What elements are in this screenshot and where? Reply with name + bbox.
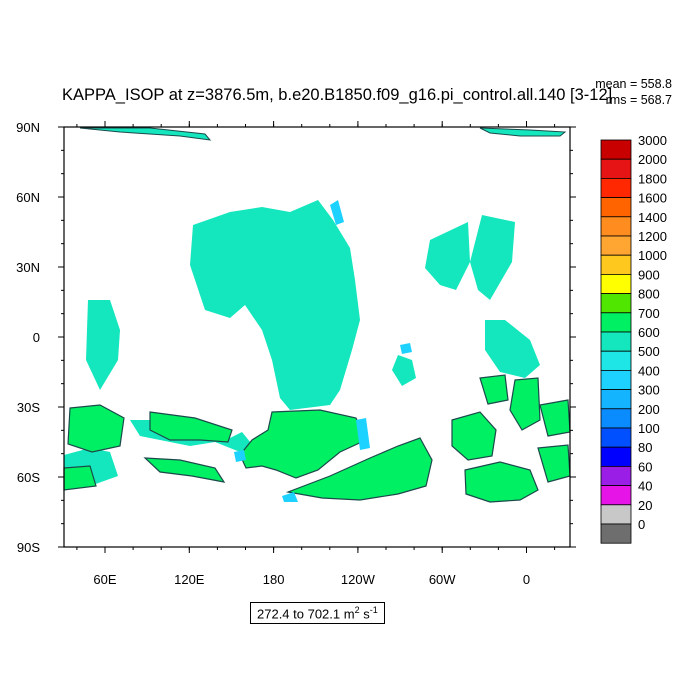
- lon-tick-label: 60W: [429, 572, 456, 587]
- colorbar-swatch: [600, 485, 632, 506]
- colorbar-swatch: [600, 427, 632, 448]
- colorbar-swatch: [600, 446, 632, 467]
- colorbar-label: 1600: [638, 191, 667, 206]
- colorbar-label: 1200: [638, 229, 667, 244]
- lat-tick-label: 0: [33, 330, 40, 345]
- colorbar-swatch: [600, 465, 632, 486]
- longitude-axis: 60E 120E 180 120W 60W 0: [76, 121, 556, 587]
- colorbar-label: 20: [638, 498, 652, 513]
- colorbar-swatch: [600, 235, 632, 256]
- colorbar-label: 100: [638, 421, 660, 436]
- colorbar-swatch: [600, 177, 632, 198]
- lat-tick-label: 60S: [17, 470, 40, 485]
- lon-tick-label: 120W: [341, 572, 376, 587]
- range-exp2: -1: [369, 605, 378, 615]
- lon-tick-label: 0: [523, 572, 530, 587]
- colorbar-swatch: [600, 523, 632, 544]
- colorbar-swatch: [600, 504, 632, 525]
- colorbar-label: 0: [638, 517, 645, 532]
- range-label-box: 272.4 to 702.1 m2 s-1: [250, 602, 385, 625]
- colorbar-swatch: [600, 216, 632, 237]
- arctic-fields: [79, 127, 567, 141]
- range-prefix: 272.4 to 702.1 m: [257, 606, 355, 622]
- lat-tick-label: 30S: [17, 400, 40, 415]
- colorbar-label: 1400: [638, 210, 667, 225]
- colorbar-swatch: [600, 331, 632, 352]
- colorbar-label: 1800: [638, 171, 667, 186]
- colorbar-label: 1000: [638, 248, 667, 263]
- colorbar-label: 60: [638, 459, 652, 474]
- colorbar-label: 600: [638, 325, 660, 340]
- lat-tick-label: 90N: [16, 120, 40, 135]
- lat-tick-label: 90S: [17, 540, 40, 555]
- range-mid: s: [359, 606, 370, 622]
- colorbar-label: 800: [638, 287, 660, 302]
- mean-stat: mean = 558.8: [595, 77, 672, 91]
- field-600-700: [63, 374, 571, 503]
- lat-tick-label: 30N: [16, 260, 40, 275]
- colorbar-label: 900: [638, 267, 660, 282]
- colorbar-label: 500: [638, 344, 660, 359]
- plot-title: KAPPA_ISOP at z=3876.5m, b.e20.B1850.f09…: [62, 86, 613, 104]
- lon-tick-label: 60E: [93, 572, 116, 587]
- colorbar-label: 3000: [638, 133, 667, 148]
- colorbar-swatch: [600, 369, 632, 390]
- colorbar-swatch: [600, 312, 632, 333]
- colorbar-swatch: [600, 254, 632, 275]
- lat-tick-label: 60N: [16, 190, 40, 205]
- colorbar-swatch: [600, 139, 632, 160]
- colorbar: 3000200018001600140012001000900800700600…: [600, 133, 667, 544]
- field-400: [234, 200, 412, 502]
- colorbar-label: 400: [638, 363, 660, 378]
- colorbar-swatch: [600, 273, 632, 294]
- rms-stat: rms = 568.7: [605, 93, 672, 107]
- colorbar-label: 700: [638, 306, 660, 321]
- lon-tick-label: 180: [263, 572, 285, 587]
- colorbar-swatch: [600, 158, 632, 179]
- colorbar-label: 200: [638, 402, 660, 417]
- colorbar-swatch: [600, 350, 632, 371]
- colorbar-label: 2000: [638, 152, 667, 167]
- lon-tick-label: 120E: [174, 572, 205, 587]
- latitude-axis: 90N 60N 30N 0 30S 60S 90S: [16, 120, 576, 555]
- colorbar-swatch: [600, 197, 632, 218]
- colorbar-label: 300: [638, 383, 660, 398]
- colorbar-swatch: [600, 293, 632, 314]
- colorbar-label: 40: [638, 479, 652, 494]
- colorbar-swatch: [600, 408, 632, 429]
- colorbar-swatch: [600, 389, 632, 410]
- colorbar-label: 80: [638, 440, 652, 455]
- range-exp1: 2: [354, 605, 360, 615]
